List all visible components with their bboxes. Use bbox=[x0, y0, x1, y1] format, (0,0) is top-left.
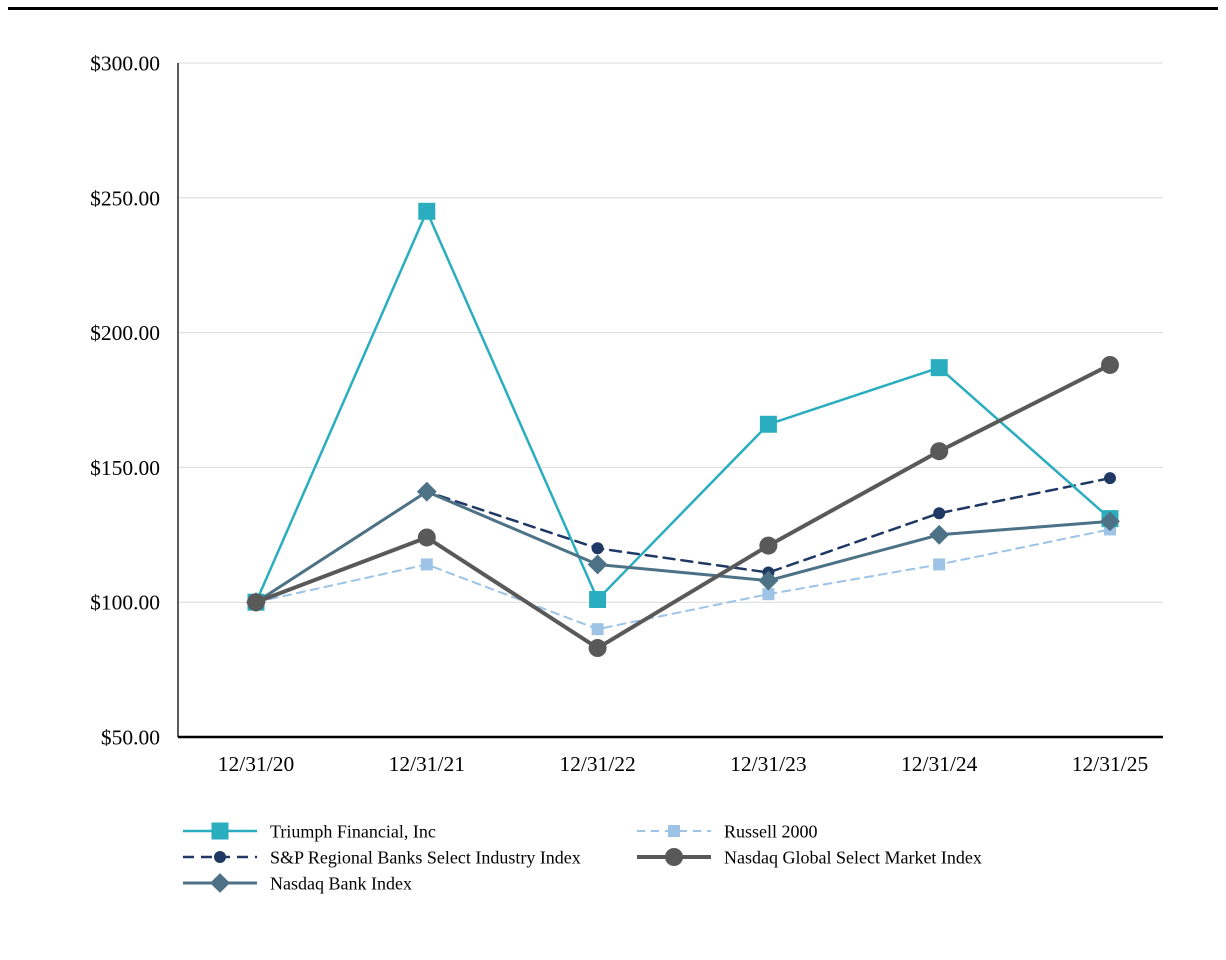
legend-item-s-p-regional-banks-select-industry-index: S&P Regional Banks Select Industry Index bbox=[183, 848, 581, 868]
marker-s-p-regional-banks-select-industry-index-4 bbox=[933, 507, 946, 520]
legend-item-russell-2000: Russell 2000 bbox=[637, 822, 818, 842]
legend-label-s-p-regional-banks-select-industry-index: S&P Regional Banks Select Industry Index bbox=[270, 848, 581, 868]
series-line-russell-2000 bbox=[255, 528, 1111, 631]
marker-s-p-regional-banks-select-industry-index-5 bbox=[1104, 472, 1116, 485]
marker-nasdaq-bank-index-1 bbox=[416, 481, 437, 502]
legend-marker-nasdaq-bank-index bbox=[210, 873, 230, 893]
series-line-s-p-regional-banks-select-industry-index bbox=[254, 476, 1112, 604]
x-axis-labels: 12/31/20 12/31/21 12/31/22 12/31/23 12/31/24… bbox=[218, 752, 1148, 776]
legend: Russell 2000 S&P Regional Banks Select In… bbox=[183, 822, 982, 894]
legend-marker-nasdaq-global-select-market-index bbox=[665, 848, 683, 866]
marker-triumph-financial-inc-2 bbox=[589, 591, 607, 609]
y-axis-label: $50.00 bbox=[101, 726, 160, 750]
marker-triumph-financial-inc-3 bbox=[759, 415, 777, 433]
marker-russell-2000-4 bbox=[933, 558, 946, 571]
marker-nasdaq-global-select-market-index-0 bbox=[247, 593, 265, 612]
marker-nasdaq-global-select-market-index-1 bbox=[417, 528, 436, 547]
marker-s-p-regional-banks-select-industry-index-2 bbox=[591, 542, 604, 555]
top-rule bbox=[8, 7, 1218, 10]
series-line-triumph-financial-inc bbox=[254, 210, 1112, 604]
legend-item-triumph-financial-inc: Triumph Financial, Inc bbox=[183, 822, 436, 842]
marker-russell-2000-2 bbox=[591, 623, 604, 636]
legend-marker-triumph-financial-inc bbox=[211, 822, 229, 840]
series-s-p-regional-banks-select-industry-index bbox=[250, 472, 1116, 609]
marker-nasdaq-global-select-market-index-2 bbox=[588, 639, 607, 658]
x-axis-label: 12/31/21 bbox=[389, 752, 465, 776]
series-triumph-financial-inc bbox=[247, 202, 1119, 611]
series-nasdaq-global-select-market-index bbox=[247, 355, 1119, 658]
legend-marker-s-p-regional-banks-select-industry-index bbox=[214, 851, 226, 863]
legend-item-nasdaq-bank-index: Nasdaq Bank Index bbox=[183, 873, 412, 894]
x-axis-label: 12/31/25 bbox=[1072, 752, 1148, 776]
legend-label-nasdaq-global-select-market-index: Nasdaq Global Select Market Index bbox=[724, 848, 982, 868]
x-axis-label: 12/31/22 bbox=[559, 752, 635, 776]
marker-nasdaq-bank-index-3 bbox=[758, 570, 779, 591]
legend-label-nasdaq-bank-index: Nasdaq Bank Index bbox=[270, 874, 412, 894]
y-axis-label: $100.00 bbox=[90, 591, 160, 615]
y-axis-label: $200.00 bbox=[90, 321, 160, 345]
x-axis-label: 12/31/20 bbox=[218, 752, 294, 776]
series-line-nasdaq-bank-index bbox=[254, 490, 1112, 604]
series-nasdaq-bank-index bbox=[246, 481, 1120, 613]
y-axis-label: $250.00 bbox=[90, 186, 160, 210]
y-axis-label: $300.00 bbox=[90, 52, 160, 76]
y-axis-label: $150.00 bbox=[90, 456, 160, 480]
series-russell-2000 bbox=[250, 523, 1116, 636]
marker-triumph-financial-inc-4 bbox=[930, 359, 948, 377]
x-axis-label: 12/31/23 bbox=[730, 752, 806, 776]
x-axis-label: 12/31/24 bbox=[901, 752, 978, 776]
marker-triumph-financial-inc-1 bbox=[418, 202, 436, 220]
legend-label-russell-2000: Russell 2000 bbox=[724, 822, 818, 842]
marker-nasdaq-global-select-market-index-4 bbox=[930, 442, 949, 461]
gridlines bbox=[178, 62, 1163, 603]
marker-russell-2000-1 bbox=[420, 558, 433, 571]
marker-nasdaq-global-select-market-index-3 bbox=[759, 536, 778, 555]
marker-nasdaq-bank-index-4 bbox=[929, 524, 950, 545]
marker-russell-2000-3 bbox=[762, 588, 775, 601]
y-axis-labels: $50.00 $100.00 $150.00 $200.00 $250.00 $300.0… bbox=[90, 52, 160, 750]
marker-nasdaq-global-select-market-index-5 bbox=[1101, 355, 1119, 374]
series-line-nasdaq-global-select-market-index bbox=[254, 362, 1112, 651]
legend-label-triumph-financial-inc: Triumph Financial, Inc bbox=[270, 822, 436, 842]
marker-nasdaq-bank-index-5 bbox=[1100, 511, 1120, 532]
marker-nasdaq-bank-index-2 bbox=[587, 554, 608, 575]
legend-marker-russell-2000 bbox=[668, 825, 680, 837]
legend-item-nasdaq-global-select-market-index: Nasdaq Global Select Market Index bbox=[637, 848, 982, 868]
